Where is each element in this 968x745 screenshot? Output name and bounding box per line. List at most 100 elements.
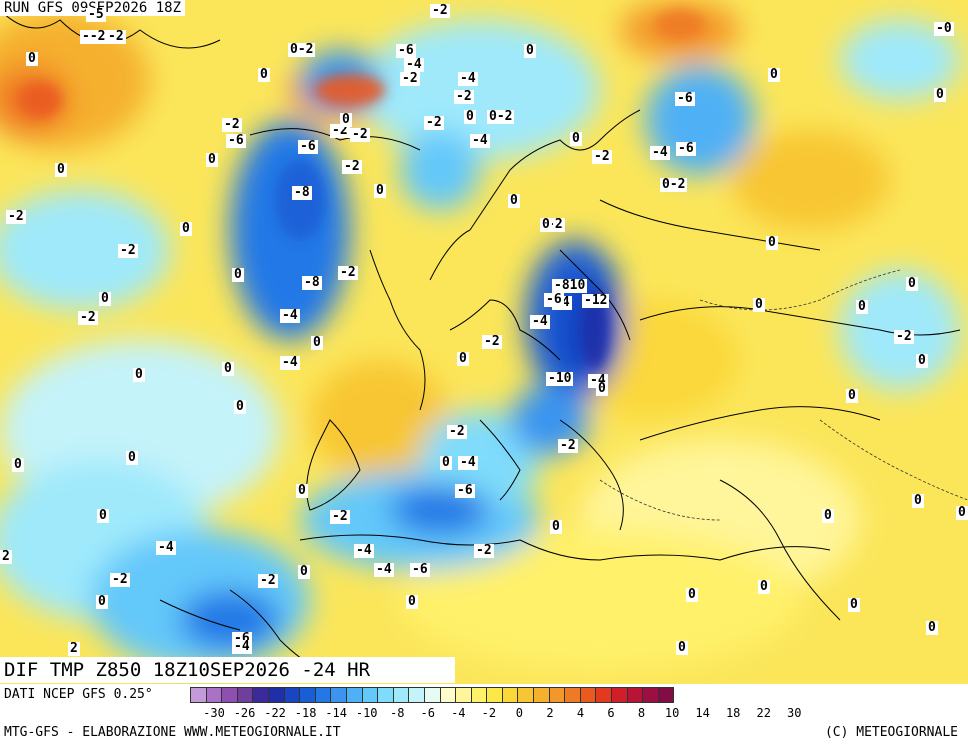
contour-label: -2 [400, 71, 420, 86]
contour-label: -2 [6, 209, 26, 224]
contour-label: 0 [406, 594, 418, 609]
legend-tick-label: -30 [203, 706, 225, 720]
contour-label: -6 [675, 91, 695, 106]
contour-label: 0 [848, 597, 860, 612]
legend-swatch [548, 687, 566, 703]
contour-label: 0 [99, 291, 111, 306]
legend-tick-label: -14 [325, 706, 347, 720]
contour-label: -4 [404, 57, 424, 72]
contour-label: 0 [916, 353, 928, 368]
contour-label: -2 [118, 243, 138, 258]
legend-tick-label: -4 [451, 706, 466, 720]
contour-label: 0 [846, 388, 858, 403]
legend-tick-label: 22 [756, 706, 771, 720]
legend-tick-label: -2 [481, 706, 497, 720]
contour-label: -4 [280, 355, 300, 370]
contour-label: -10 [546, 371, 574, 386]
contour-label: 0 [912, 493, 924, 508]
contour-label: -4 [650, 145, 670, 160]
contour-label: -5 [86, 7, 106, 22]
legend-swatch [267, 687, 285, 703]
contour-label: -2 [482, 334, 502, 349]
legend-tick-label: 10 [664, 706, 680, 720]
contour-label: -6 [410, 562, 430, 577]
contour-label: 0 [440, 455, 452, 470]
legend-swatch [564, 687, 581, 703]
contour-label: -6 [676, 141, 696, 156]
contour-label: -2 [106, 29, 126, 44]
legend-swatch [361, 687, 379, 703]
legend-swatch [595, 687, 613, 703]
contour-label: --2 [80, 29, 108, 44]
contour-label: 0 [96, 594, 108, 609]
legend-swatch [455, 687, 472, 703]
legend-tick-label: 4 [576, 706, 585, 720]
contour-label: 0 [926, 620, 938, 635]
contour-label: 0 [97, 508, 109, 523]
data-source: DATI NCEP GFS 0.25° [4, 687, 153, 702]
legend-swatch [221, 687, 238, 703]
legend-swatch [283, 687, 301, 703]
contour-label: 0 [258, 67, 270, 82]
contour-label: 0 [232, 267, 244, 282]
contour-label: -6 [298, 139, 318, 154]
contour-label: -6 [455, 483, 475, 498]
contour-label: 0 [540, 217, 552, 232]
contour-label: 0 [206, 152, 218, 167]
contour-label: 2 [68, 641, 80, 656]
contour-label: -2 [342, 159, 362, 174]
contour-label: -2 [338, 265, 358, 280]
contour-label: -2 [424, 115, 444, 130]
legend-swatch [330, 687, 347, 703]
copyright: (C) METEOGIORNALE [824, 725, 958, 740]
contour-label: 0 [311, 335, 323, 350]
contour-label: 0 [234, 399, 246, 414]
legend-tick-label: 30 [787, 706, 802, 720]
contour-label: -2 [592, 149, 612, 164]
legend-area: DATI NCEP GFS 0.25° -30 -26 -22 -18 -14 -10 -8… [0, 684, 968, 745]
contour-label: -2 [78, 310, 98, 325]
contour-label: 0 [596, 381, 608, 396]
contour-label: -4 [354, 543, 374, 558]
legend-swatch [657, 687, 675, 703]
contour-label: 0 [753, 297, 765, 312]
contour-label: 0 [26, 51, 38, 66]
legend-tick-label: -10 [355, 706, 378, 720]
contour-label: 2 [0, 549, 12, 564]
legend-swatch [533, 687, 550, 703]
legend-tick-label: -26 [233, 706, 256, 720]
contour-label: 0 [126, 450, 138, 465]
contour-label: 0 [340, 112, 352, 127]
color-swatches [190, 687, 675, 703]
legend-swatch [190, 687, 207, 703]
legend-swatch [642, 687, 659, 703]
contour-label: 0 [55, 162, 67, 177]
contour-label: -6 [396, 43, 416, 58]
legend-swatch [611, 687, 628, 703]
contour-label: -8 [292, 185, 312, 200]
legend-tick-label: -8 [390, 706, 405, 720]
credits: MTG-GFS - ELABORAZIONE WWW.METEOGIORNALE… [4, 725, 341, 740]
color-scale-legend: -30 -26 -22 -18 -14 -10 -8 -6 -4 -2 0 2 4 6 8 10 14 18 22 3… [190, 687, 801, 722]
legend-swatch [517, 687, 535, 703]
legend-swatch [486, 687, 503, 703]
contour-label: -6 [544, 292, 564, 307]
contour-label: -4 [232, 639, 252, 654]
contour-label: 0 [934, 87, 946, 102]
contour-label: -2 [558, 438, 578, 453]
temperature-anomaly-map: RUN GFS 09SEP2026 18Z -5 --2 -2 0 0-2 -6 -4 -2 0… [0, 0, 968, 684]
legend-tick-label: 14 [695, 706, 710, 720]
legend-swatch [408, 687, 425, 703]
contour-label: 0 [222, 361, 234, 376]
contour-label: -4 [374, 562, 394, 577]
contour-label: -12 [582, 293, 610, 308]
legend-swatch [299, 687, 316, 703]
contour-label: 0 [856, 299, 868, 314]
contour-label: -4 [280, 308, 300, 323]
contour-label: -2 [258, 573, 278, 588]
contour-label: 0-2 [288, 42, 316, 57]
legend-swatch [423, 687, 441, 703]
map-title: DIF TMP Z850 18Z10SEP2026 -24 HR [0, 657, 455, 683]
contour-label: -2 [454, 89, 474, 104]
